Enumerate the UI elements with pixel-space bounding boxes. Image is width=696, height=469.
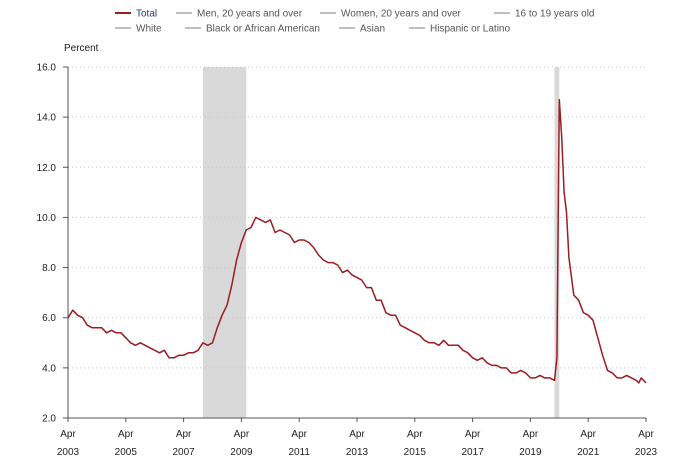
y-unit-label: Percent [64,43,99,54]
y-tick-label-3: 8.0 [42,263,56,274]
x-tick-year-3: 2009 [230,447,253,458]
x-tick-month-0: Apr [60,429,76,440]
y-tick-label-7: 16.0 [37,63,57,74]
legend-label-3: 16 to 19 years old [515,9,595,20]
x-tick-month-3: Apr [234,429,250,440]
x-tick-labels: Apr 2003 Apr 2005 Apr 2007 Apr 2009 Apr 2011 Apr 20… [57,418,658,458]
x-tick-month-10: Apr [638,429,654,440]
x-tick-month-1: Apr [118,429,134,440]
x-tick-year-2: 2007 [172,447,195,458]
legend-label-5: Black or African American [206,24,320,35]
x-tick-year-4: 2011 [288,447,310,458]
x-tick-month-4: Apr [291,429,307,440]
y-tick-label-4: 10.0 [37,213,57,224]
recession-band-0 [202,67,247,418]
gridlines [68,66,646,369]
legend-label-1: Men, 20 years and over [197,9,303,20]
x-tick-month-2: Apr [176,429,192,440]
x-tick-year-0: 2003 [57,447,80,458]
y-tick-label-0: 2.0 [42,414,56,425]
recession-band-1 [554,67,560,418]
recession-shading [202,67,560,418]
y-tick-label-6: 14.0 [37,113,57,124]
x-tick-year-1: 2005 [115,447,138,458]
chart-legend: Total Men, 20 years and over Women, 20 yea… [115,9,595,35]
series-line-total [67,98,647,384]
legend-label-7: Hispanic or Latino [430,24,510,35]
legend-label-6: Asian [360,24,385,35]
x-tick-year-9: 2021 [577,447,600,458]
x-tick-year-7: 2017 [461,447,484,458]
x-tick-year-5: 2013 [346,447,369,458]
legend-label-4: White [136,24,162,35]
y-tick-label-5: 12.0 [37,163,57,174]
y-tick-labels: 2.0 4.0 6.0 8.0 10.0 12.0 14.0 16.0 [37,63,68,425]
legend-label-2: Women, 20 years and over [341,9,462,20]
x-tick-year-10: 2023 [635,447,658,458]
x-tick-year-6: 2015 [404,447,427,458]
x-tick-month-7: Apr [465,429,481,440]
series-group [67,98,647,384]
y-tick-label-1: 4.0 [42,363,56,374]
x-tick-month-9: Apr [580,429,596,440]
x-tick-year-8: 2019 [519,447,542,458]
legend-label-0: Total [136,9,157,20]
x-tick-month-5: Apr [349,429,365,440]
x-tick-month-8: Apr [523,429,539,440]
x-tick-month-6: Apr [407,429,423,440]
y-tick-label-2: 6.0 [42,313,56,324]
